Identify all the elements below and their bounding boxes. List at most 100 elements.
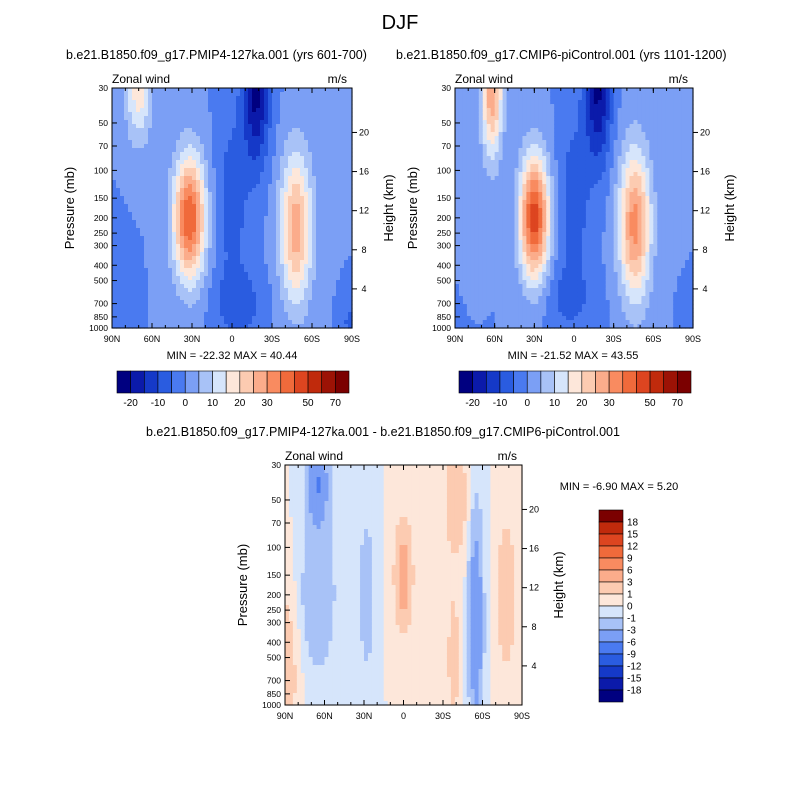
colorbar-swatch (598, 593, 624, 607)
height-axis-label: Height (km) (381, 174, 396, 241)
colorbar-swatch (598, 689, 624, 703)
x-tick-label: 0 (401, 711, 406, 721)
colorbar-swatch (335, 370, 350, 394)
pressure-tick-label: 500 (94, 276, 108, 286)
colorbar-tick-label: 12 (627, 542, 639, 553)
colorbar-tick-label: -3 (627, 626, 636, 637)
right-stats: MIN = -21.52 MAX = 43.55 (508, 350, 639, 362)
colorbar-swatch (212, 370, 227, 394)
pressure-tick-label: 300 (94, 241, 108, 251)
colorbar-swatch (636, 370, 651, 394)
colorbar-swatch (598, 569, 624, 583)
colorbar-tick-label: 0 (524, 398, 530, 409)
colorbar-swatch (554, 370, 569, 394)
pressure-tick-label: 200 (267, 590, 281, 600)
colorbar-swatch (598, 581, 624, 595)
pressure-tick-label: 300 (267, 618, 281, 628)
colorbar-tick-label: 9 (627, 554, 633, 565)
colorbar-swatch (649, 370, 665, 394)
colorbar-swatch (598, 533, 624, 547)
colorbar-swatch (598, 509, 624, 523)
pressure-tick-label: 250 (437, 228, 451, 238)
left-contour-field (112, 88, 353, 329)
x-tick-label: 90N (277, 711, 294, 721)
colorbar-tick-label: -15 (627, 674, 642, 685)
height-tick-label: 8 (531, 622, 536, 632)
colorbar-swatch (608, 370, 624, 394)
pressure-tick-label: 500 (437, 276, 451, 286)
x-tick-label: 0 (571, 334, 576, 344)
pressure-tick-label: 100 (437, 165, 451, 175)
colorbar-tick-label: -6 (627, 638, 636, 649)
pressure-tick-label: 30 (442, 83, 452, 93)
colorbar-tick-label: 20 (234, 398, 246, 409)
pressure-tick-label: 850 (267, 689, 281, 699)
colorbar-swatch (526, 370, 542, 394)
pressure-tick-label: 400 (437, 260, 451, 270)
height-tick-label: 8 (361, 245, 366, 255)
colorbar-swatch (598, 653, 624, 667)
x-tick-label: 0 (229, 334, 234, 344)
pressure-tick-label: 300 (437, 241, 451, 251)
height-tick-label: 20 (359, 127, 369, 137)
colorbar-swatch (116, 370, 131, 394)
colorbar-tick-label: 10 (549, 398, 561, 409)
colorbar-swatch (598, 617, 624, 631)
height-tick-label: 8 (702, 245, 707, 255)
x-tick-label: 60S (645, 334, 661, 344)
colorbar-tick-label: 70 (672, 398, 684, 409)
height-tick-label: 16 (359, 167, 369, 177)
height-tick-label: 4 (531, 661, 536, 671)
colorbar-tick-label: -9 (627, 650, 636, 661)
colorbar-swatch (513, 370, 528, 394)
height-tick-label: 12 (359, 206, 369, 216)
pressure-tick-label: 30 (272, 460, 282, 470)
pressure-tick-label: 1000 (262, 700, 281, 710)
x-tick-label: 30S (606, 334, 622, 344)
x-tick-label: 60S (474, 711, 490, 721)
pressure-tick-label: 150 (94, 193, 108, 203)
colorbar-swatch (472, 370, 487, 394)
units-label: m/s (328, 72, 347, 86)
colorbar-swatch (663, 370, 678, 394)
height-axis-label: Height (km) (551, 551, 566, 618)
x-tick-label: 90S (514, 711, 530, 721)
right-panel: 90N 60N 30N 0 30S 60S 90S 30 50 70 100 150 200 250 300… (405, 72, 737, 344)
pressure-tick-label: 1000 (89, 323, 108, 333)
colorbar-swatch (567, 370, 583, 394)
colorbar-tick-label: 0 (627, 602, 633, 613)
pressure-tick-label: 70 (272, 518, 282, 528)
colorbar-swatch (171, 370, 186, 394)
pressure-tick-label: 150 (437, 193, 451, 203)
diff-contour-field (285, 465, 523, 706)
height-tick-label: 12 (529, 583, 539, 593)
colorbar-swatch (143, 370, 159, 394)
colorbar-tick-label: 10 (207, 398, 219, 409)
height-tick-label: 16 (529, 544, 539, 554)
variable-label: Zonal wind (112, 72, 170, 86)
colorbar-swatch (266, 370, 282, 394)
pressure-tick-label: 70 (99, 141, 109, 151)
colorbar-tick-label: -1 (627, 614, 636, 625)
x-tick-label: 30S (264, 334, 280, 344)
x-tick-label: 30N (526, 334, 543, 344)
colorbar-swatch (485, 370, 501, 394)
colorbar-swatch (598, 641, 624, 655)
pressure-tick-label: 250 (94, 228, 108, 238)
variable-label: Zonal wind (455, 72, 513, 86)
colorbar-tick-label: 50 (302, 398, 314, 409)
pressure-tick-label: 70 (442, 141, 452, 151)
x-tick-label: 30N (356, 711, 373, 721)
colorbar-swatch (253, 370, 268, 394)
left-colorbar: -20 -10 0 10 20 30 50 70 (116, 370, 350, 409)
pressure-tick-label: 100 (94, 165, 108, 175)
colorbar-tick-label: 30 (604, 398, 616, 409)
x-tick-label: 60N (316, 711, 333, 721)
pressure-tick-label: 1000 (432, 323, 451, 333)
pressure-tick-label: 50 (272, 495, 282, 505)
colorbar-swatch (225, 370, 241, 394)
pressure-axis-label: Pressure (mb) (235, 544, 250, 626)
colorbar-tick-label: 1 (627, 590, 633, 601)
